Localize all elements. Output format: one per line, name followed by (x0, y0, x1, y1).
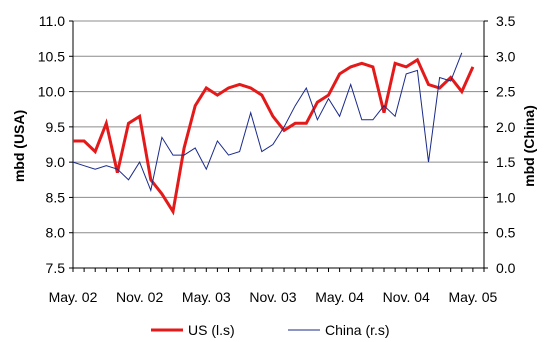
x-tick-label: May. 05 (449, 289, 498, 305)
right-tick-label: 2.0 (496, 119, 516, 135)
right-tick-label: 1.0 (496, 189, 516, 205)
legend-label-us: US (l.s) (188, 322, 235, 338)
x-tick-label: Nov. 02 (116, 289, 163, 305)
left-tick-label: 8.0 (46, 225, 66, 241)
right-tick-label: 2.5 (496, 84, 516, 100)
right-axis-title: mbd (China) (521, 105, 537, 187)
left-tick-label: 10.0 (38, 84, 65, 100)
right-tick-label: 1.5 (496, 154, 516, 170)
x-axis-tick-labels: May. 02 Nov. 02 May. 03 Nov. 03 May. 04 Nov. … (49, 289, 498, 305)
left-tick-label: 11.0 (39, 13, 65, 29)
x-tick-label: May. 02 (49, 289, 98, 305)
x-tick-label: May. 03 (182, 289, 231, 305)
right-tick-label: 0.0 (496, 260, 516, 276)
x-tick-label: Nov. 03 (249, 289, 296, 305)
gridlines (69, 20, 488, 269)
right-tick-label: 3.5 (496, 13, 516, 29)
right-tick-label: 3.0 (496, 48, 516, 64)
left-tick-label: 8.5 (46, 189, 66, 205)
data-series (72, 52, 475, 216)
legend-label-china: China (r.s) (325, 322, 390, 338)
legend: US (l.s) China (r.s) (151, 322, 390, 338)
right-tick-label: 0.5 (496, 225, 516, 241)
left-axis-title: mbd (USA) (11, 110, 27, 182)
left-tick-label: 9.0 (46, 154, 66, 170)
x-tick-label: Nov. 04 (383, 289, 430, 305)
axes (72, 21, 485, 272)
left-tick-label: 9.5 (46, 119, 66, 135)
left-tick-label: 7.5 (46, 260, 66, 276)
series-line-us (73, 57, 475, 216)
left-axis-tick-labels: 7.5 8.0 8.5 9.0 9.5 10.0 10.5 11.0 (38, 13, 65, 276)
series-line-china (72, 52, 463, 193)
left-tick-label: 10.5 (38, 48, 65, 64)
x-tick-label: May. 04 (315, 289, 364, 305)
right-axis-tick-labels: 0.0 0.5 1.0 1.5 2.0 2.5 3.0 3.5 (496, 13, 516, 276)
